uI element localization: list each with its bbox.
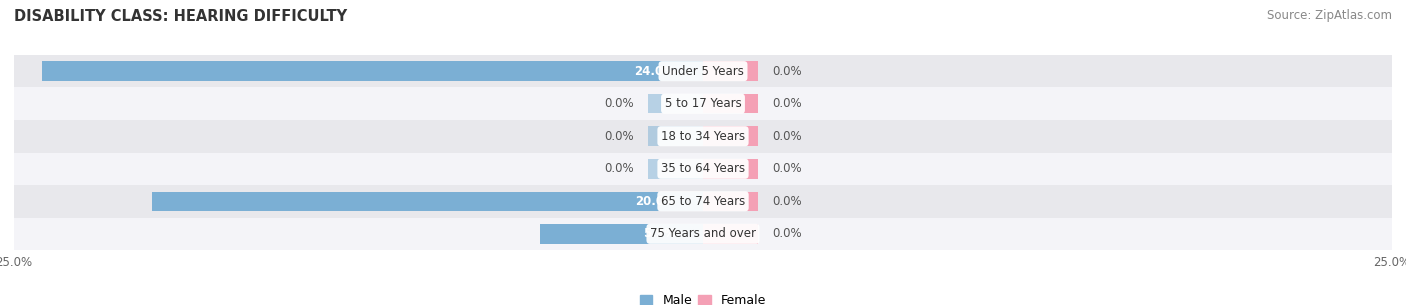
Text: 24.0%: 24.0%: [634, 65, 675, 78]
Bar: [14, 185, 1392, 217]
Text: 5.9%: 5.9%: [643, 227, 675, 240]
Text: DISABILITY CLASS: HEARING DIFFICULTY: DISABILITY CLASS: HEARING DIFFICULTY: [14, 9, 347, 24]
Text: 0.0%: 0.0%: [772, 162, 801, 175]
Bar: [703, 192, 758, 211]
Text: 0.0%: 0.0%: [772, 130, 801, 143]
Bar: [703, 159, 758, 178]
Bar: [703, 127, 758, 146]
Bar: [14, 217, 1392, 250]
Text: 18 to 34 Years: 18 to 34 Years: [661, 130, 745, 143]
Bar: [14, 88, 1392, 120]
Text: 20.0%: 20.0%: [634, 195, 675, 208]
Bar: [152, 192, 703, 211]
Bar: [648, 94, 703, 113]
Bar: [648, 127, 703, 146]
Text: 0.0%: 0.0%: [605, 97, 634, 110]
Legend: Male, Female: Male, Female: [636, 289, 770, 305]
Text: 35 to 64 Years: 35 to 64 Years: [661, 162, 745, 175]
Text: 0.0%: 0.0%: [605, 130, 634, 143]
Text: 0.0%: 0.0%: [772, 65, 801, 78]
Text: 0.0%: 0.0%: [772, 195, 801, 208]
Bar: [14, 152, 1392, 185]
Text: 5 to 17 Years: 5 to 17 Years: [665, 97, 741, 110]
Bar: [42, 61, 703, 81]
Bar: [648, 159, 703, 178]
Bar: [703, 61, 758, 81]
Bar: [540, 224, 703, 244]
Text: 75 Years and over: 75 Years and over: [650, 227, 756, 240]
Bar: [703, 224, 758, 244]
Text: 0.0%: 0.0%: [772, 97, 801, 110]
Bar: [14, 55, 1392, 88]
Text: 0.0%: 0.0%: [605, 162, 634, 175]
Text: Under 5 Years: Under 5 Years: [662, 65, 744, 78]
Text: 65 to 74 Years: 65 to 74 Years: [661, 195, 745, 208]
Bar: [14, 120, 1392, 152]
Text: Source: ZipAtlas.com: Source: ZipAtlas.com: [1267, 9, 1392, 22]
Bar: [703, 94, 758, 113]
Text: 0.0%: 0.0%: [772, 227, 801, 240]
